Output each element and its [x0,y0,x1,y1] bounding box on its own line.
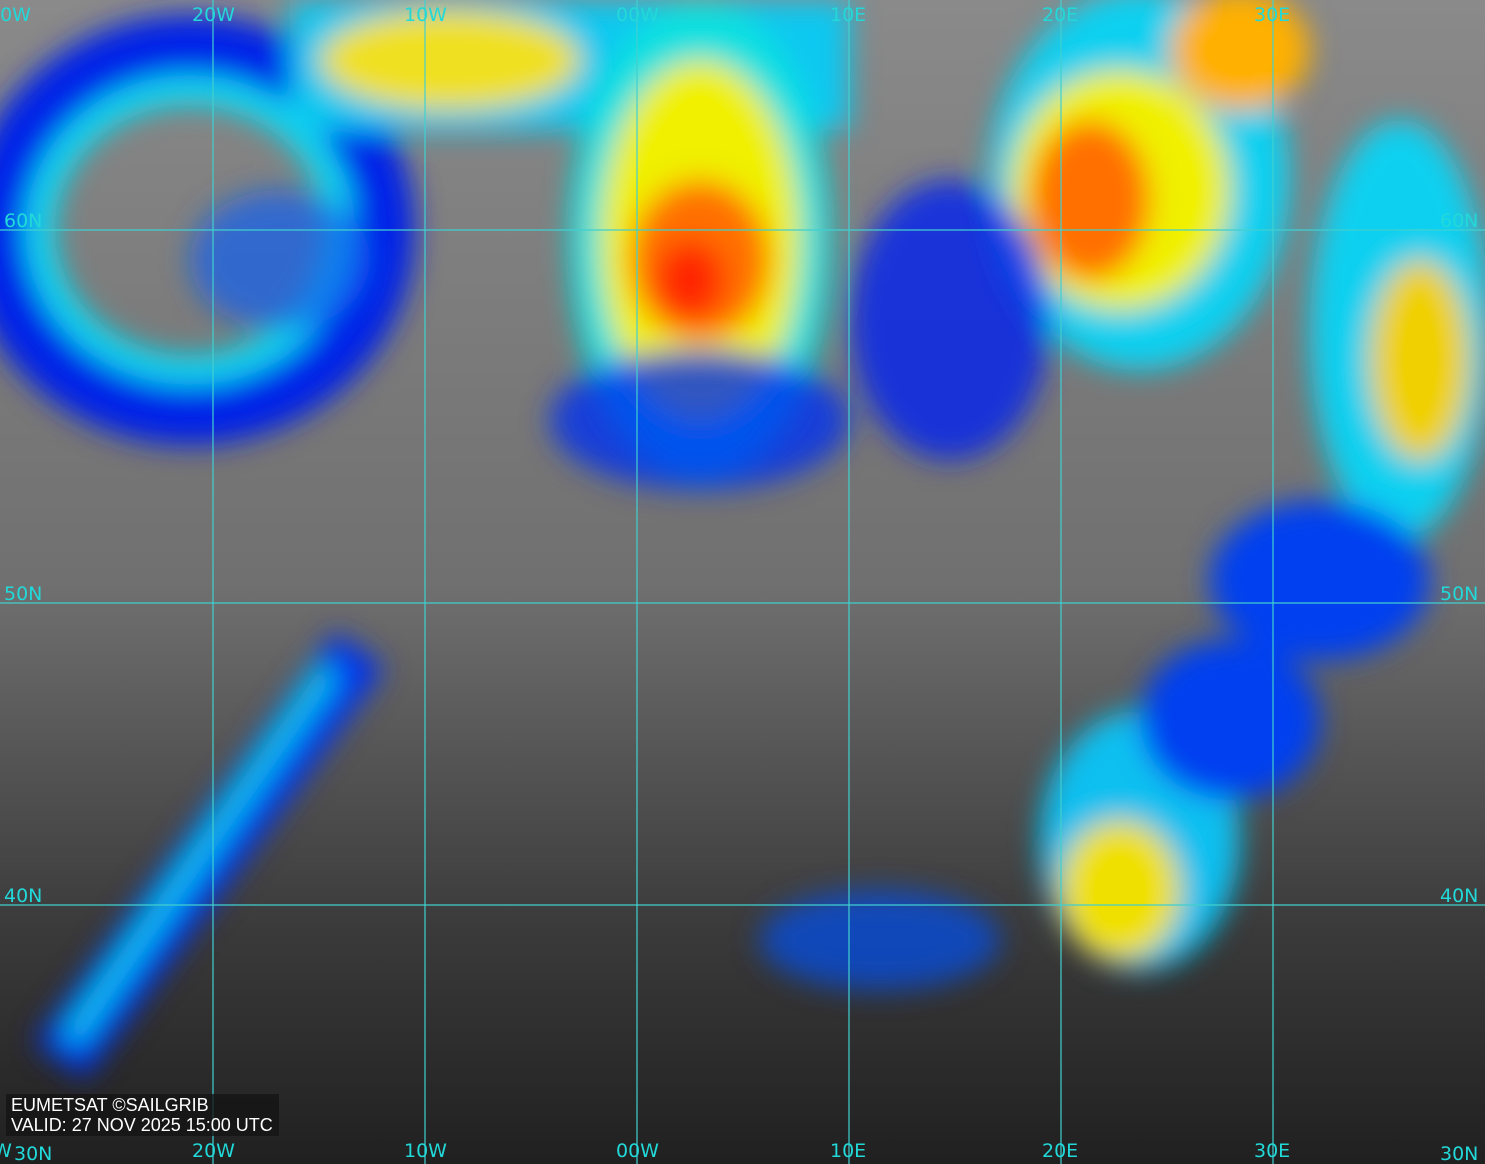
lon-label-top: 20E [1042,4,1079,26]
lon-label-bottom: 20E [1042,1140,1079,1162]
lon-label-top: 00W [616,4,659,26]
lat-label-right: 60N [1440,210,1479,232]
lon-label-bottom: 30E [1254,1140,1291,1162]
lon-label-top: 30E [1254,4,1291,26]
lon-label-bottom: 00W [616,1140,659,1162]
lon-label-bottom: 10W [404,1140,447,1162]
cloud-tops [0,0,1485,1078]
lon-label-bottom: 10E [830,1140,867,1162]
lat-label-left: 50N [4,583,43,605]
lat-label-right: 50N [1440,583,1479,605]
lat-label-right: 30N [1440,1143,1479,1164]
lat-label-left: 30N [14,1143,53,1164]
lon-label-bottom: 30W [0,1140,12,1162]
caption-box: EUMETSAT ©SAILGRIB VALID: 27 NOV 2025 15… [6,1094,279,1136]
lon-label-top: 10W [404,4,447,26]
lat-label-left: 40N [4,885,43,907]
lon-label-top: 20W [192,4,235,26]
lon-label-bottom: 20W [192,1140,235,1162]
lat-label-right: 40N [1440,885,1479,907]
lat-label-left: 60N [4,210,43,232]
lon-label-top: 30W [0,4,31,26]
lon-label-top: 10E [830,4,867,26]
credit-text: EUMETSAT ©SAILGRIB [11,1095,209,1115]
valid-time-text: VALID: 27 NOV 2025 15:00 UTC [11,1115,273,1135]
